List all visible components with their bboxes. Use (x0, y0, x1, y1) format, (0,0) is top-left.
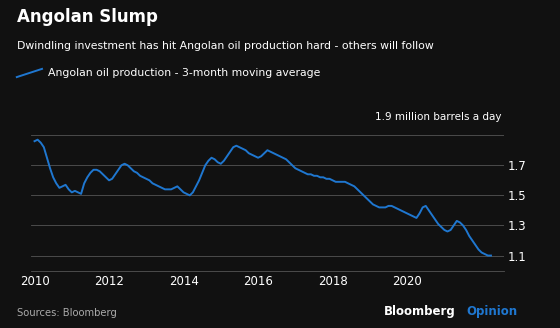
Text: 1.9 million barrels a day: 1.9 million barrels a day (375, 113, 501, 122)
Text: Bloomberg: Bloomberg (384, 305, 455, 318)
Text: Dwindling investment has hit Angolan oil production hard - others will follow: Dwindling investment has hit Angolan oil… (17, 41, 433, 51)
Text: Angolan oil production - 3-month moving average: Angolan oil production - 3-month moving … (48, 68, 320, 78)
Text: Sources: Bloomberg: Sources: Bloomberg (17, 308, 116, 318)
Text: Opinion: Opinion (466, 305, 517, 318)
Text: Angolan Slump: Angolan Slump (17, 8, 158, 26)
